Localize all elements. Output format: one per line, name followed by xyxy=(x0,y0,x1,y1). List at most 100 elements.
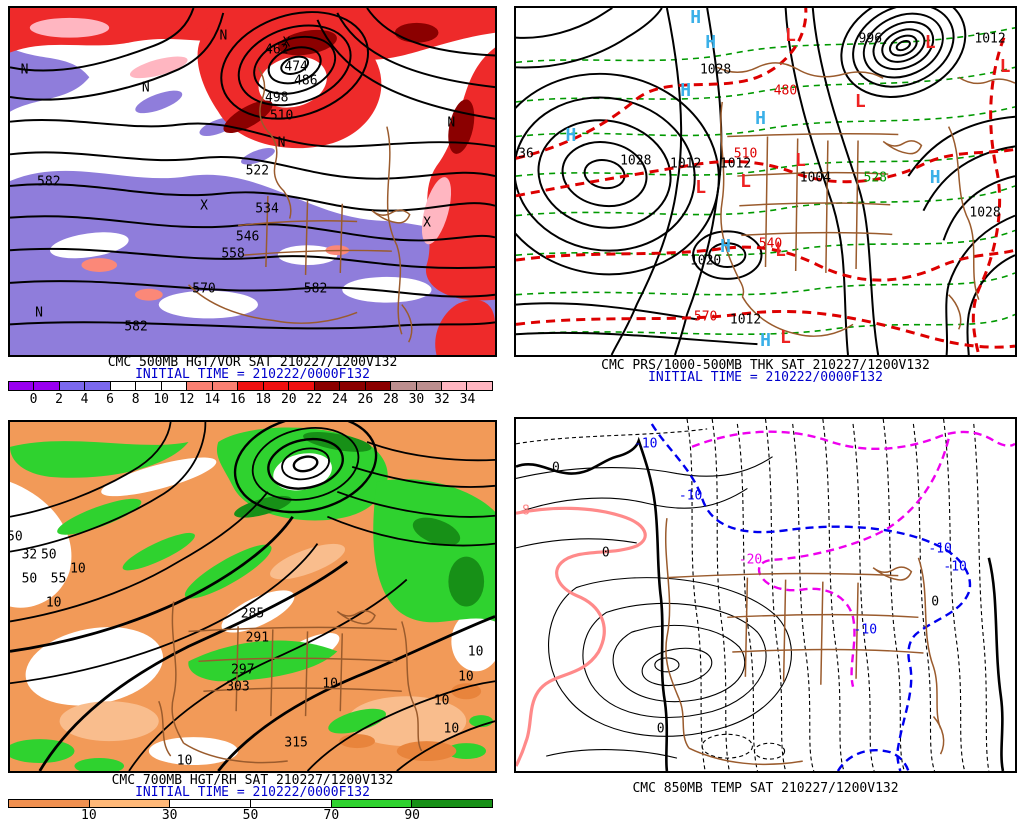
contour-label: 0 xyxy=(551,460,560,476)
colorbar-segment xyxy=(110,382,137,390)
colorbar-segment xyxy=(263,382,290,390)
colorbar-segment xyxy=(467,382,492,390)
colorbar-segment xyxy=(251,800,332,807)
low-marker: L xyxy=(795,149,806,171)
colorbar-tick: 22 xyxy=(306,392,323,407)
contour-label: 522 xyxy=(245,163,270,179)
contour-label: N xyxy=(20,62,29,78)
contour-label: 582 xyxy=(303,281,328,297)
contour-label: 285 xyxy=(240,606,265,622)
colorbar-tick: 20 xyxy=(280,392,297,407)
contour-label: N xyxy=(277,135,286,151)
caption-500mb-title: CMC 500MB HGT/VOR SAT 210227/1200V132 xyxy=(107,355,398,370)
contour-label: 1028 xyxy=(620,153,652,169)
colorbar-segment xyxy=(416,382,442,390)
colorbar-tick: 12 xyxy=(178,392,195,407)
map-850mb-labels: 0 8 0 -10 -10 -10 -10 -20 0 0 -10 xyxy=(516,419,1015,771)
map-850mb-graphic xyxy=(516,419,1015,771)
colorbar-segment xyxy=(59,382,86,390)
contour-label: 10 xyxy=(458,669,474,685)
caption-prs-title: CMC PRS/1000-500MB THK SAT 210227/1200V1… xyxy=(601,358,930,373)
contour-label: 528 xyxy=(863,170,888,186)
map-prs-labels: 36 1028 1028 1012 1012 996 1012 1004 1020 1028 101… xyxy=(516,8,1015,355)
map-700mb-graphic xyxy=(10,422,495,771)
contour-label: 540 xyxy=(758,236,783,252)
contour-label: 582 xyxy=(37,174,61,189)
contour-label: 10 xyxy=(45,595,62,611)
high-marker: H xyxy=(565,125,577,147)
contour-label: X xyxy=(200,198,208,214)
low-marker: L xyxy=(924,31,936,53)
colorbar-tick: 4 xyxy=(80,392,89,407)
high-marker: H xyxy=(705,31,717,53)
colorbar-tick: 0 xyxy=(29,392,38,407)
contour-label: 303 xyxy=(226,679,250,695)
contour-label: 474 xyxy=(284,59,308,75)
low-marker: L xyxy=(740,170,751,192)
caption-prs-initial-time: INITIAL TIME = 210222/0000F132 xyxy=(648,370,883,385)
colorbar-tick: 30 xyxy=(408,392,425,407)
colorbar-segment xyxy=(9,800,90,807)
contour-label: 1012 xyxy=(670,156,702,172)
contour-label: -10 xyxy=(678,488,703,504)
colorbar-segment xyxy=(441,382,468,390)
colorbar-segment xyxy=(161,382,188,390)
contour-label: -10 xyxy=(633,436,658,452)
colorbar-segment xyxy=(391,382,417,390)
colorbar-segment xyxy=(85,382,111,390)
contour-label: 32 xyxy=(21,547,38,563)
contour-label: N xyxy=(141,80,150,96)
map-prs-graphic xyxy=(516,8,1015,355)
map-700mb-hgt-rh: 50 32 50 50 55 10 10 285 291 297 303 315 10 10 10 10 10 1… xyxy=(8,420,497,773)
contour-label: 315 xyxy=(284,735,308,751)
colorbar-tick: 50 xyxy=(242,808,259,819)
colorbar-500mb-ticks: 0 2 4 6 8 10 12 14 16 18 20 22 24 26 28 30 32 34 xyxy=(8,392,493,407)
colorbar-tick: 14 xyxy=(204,392,221,407)
contour-label: 1012 xyxy=(719,156,752,172)
low-marker: L xyxy=(775,239,786,261)
colorbar-tick: 18 xyxy=(255,392,272,407)
colorbar-tick: 30 xyxy=(161,808,178,819)
contour-label: 1028 xyxy=(699,62,732,78)
contour-label: 55 xyxy=(50,571,67,587)
contour-label: 570 xyxy=(693,309,718,325)
colorbar-500mb-vorticity xyxy=(8,381,493,391)
contour-label: 462 xyxy=(265,42,289,58)
low-marker: L xyxy=(695,177,707,199)
colorbar-tick: 26 xyxy=(357,392,374,407)
contour-label: X xyxy=(282,35,291,51)
contour-label: 50 xyxy=(21,571,38,587)
contour-label: 510 xyxy=(733,146,758,162)
map-500mb-labels: 462 474 486 498 510 522 534 546 558 570 582 582 582 N… xyxy=(10,8,495,355)
contour-label: 0 xyxy=(931,594,940,610)
colorbar-700mb-ticks: 10 30 50 70 90 xyxy=(8,808,493,819)
high-marker: H xyxy=(929,167,941,189)
colorbar-segment xyxy=(340,382,366,390)
low-marker: L xyxy=(785,24,796,46)
contour-label: 10 xyxy=(322,676,338,692)
colorbar-tick: 6 xyxy=(106,392,115,407)
colorbar-segment xyxy=(289,382,315,390)
map-500mb-graphic xyxy=(10,8,495,355)
colorbar-tick: 10 xyxy=(81,808,97,819)
high-marker: H xyxy=(760,330,771,352)
low-marker: L xyxy=(780,326,791,348)
colorbar-segment xyxy=(34,382,60,390)
colorbar-segment xyxy=(212,382,239,390)
contour-label: 996 xyxy=(858,31,883,47)
high-marker: H xyxy=(720,236,731,258)
colorbar-tick: 70 xyxy=(323,808,340,819)
colorbar-segment xyxy=(314,382,341,390)
contour-label: 291 xyxy=(245,630,270,646)
colorbar-tick: 8 xyxy=(131,392,140,407)
contour-label: 10 xyxy=(467,644,484,660)
colorbar-segment xyxy=(412,800,493,807)
map-prs-thickness: 36 1028 1028 1012 1012 996 1012 1004 1020 1028 101… xyxy=(514,6,1017,357)
colorbar-segment xyxy=(187,382,213,390)
contour-label: 10 xyxy=(176,753,193,769)
contour-label: 50 xyxy=(40,547,57,563)
caption-850mb-title: CMC 850MB TEMP SAT 210227/1200V132 xyxy=(632,781,899,796)
caption-500mb-initial-time: INITIAL TIME = 210222/0000F132 xyxy=(135,367,370,382)
colorbar-tick: 28 xyxy=(383,392,399,407)
